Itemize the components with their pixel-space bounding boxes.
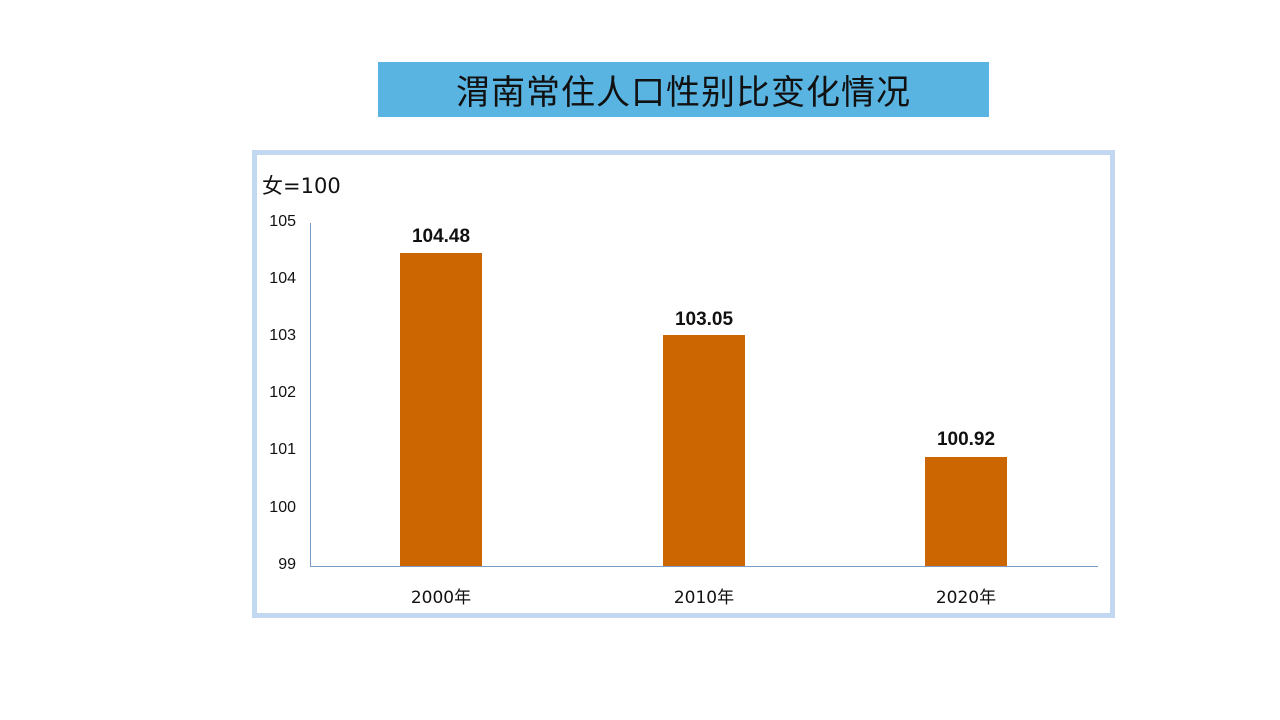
y-tick-104: 104 [269, 270, 296, 287]
y-unit-label: 女=100 [262, 174, 341, 198]
value-label-2020: 100.92 [936, 429, 996, 450]
value-label-2000: 104.48 [411, 226, 471, 247]
bar-2020 [925, 457, 1007, 566]
chart-title: 渭南常住人口性别比变化情况 [456, 73, 911, 113]
chart-title-banner: 渭南常住人口性别比变化情况 [378, 62, 989, 117]
y-tick-99: 99 [278, 556, 296, 573]
x-axis-line [310, 566, 1098, 567]
y-tick-101: 101 [269, 441, 296, 458]
value-label-2010: 103.05 [674, 309, 734, 330]
x-label-2020: 2020年 [935, 588, 997, 608]
x-label-2010: 2010年 [673, 588, 735, 608]
y-tick-100: 100 [269, 499, 296, 516]
bar-2010 [663, 335, 745, 566]
bar-2000 [400, 253, 482, 566]
y-tick-103: 103 [269, 327, 296, 344]
y-tick-105: 105 [269, 213, 296, 230]
y-axis-line [310, 223, 311, 567]
y-tick-102: 102 [269, 384, 296, 401]
x-label-2000: 2000年 [410, 588, 472, 608]
